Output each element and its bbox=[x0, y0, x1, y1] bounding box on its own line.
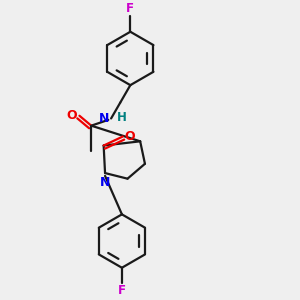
Text: O: O bbox=[67, 109, 77, 122]
Text: H: H bbox=[117, 111, 127, 124]
Text: N: N bbox=[98, 112, 109, 125]
Text: F: F bbox=[118, 284, 126, 297]
Text: N: N bbox=[100, 176, 110, 189]
Text: F: F bbox=[126, 2, 134, 15]
Text: O: O bbox=[124, 130, 135, 143]
